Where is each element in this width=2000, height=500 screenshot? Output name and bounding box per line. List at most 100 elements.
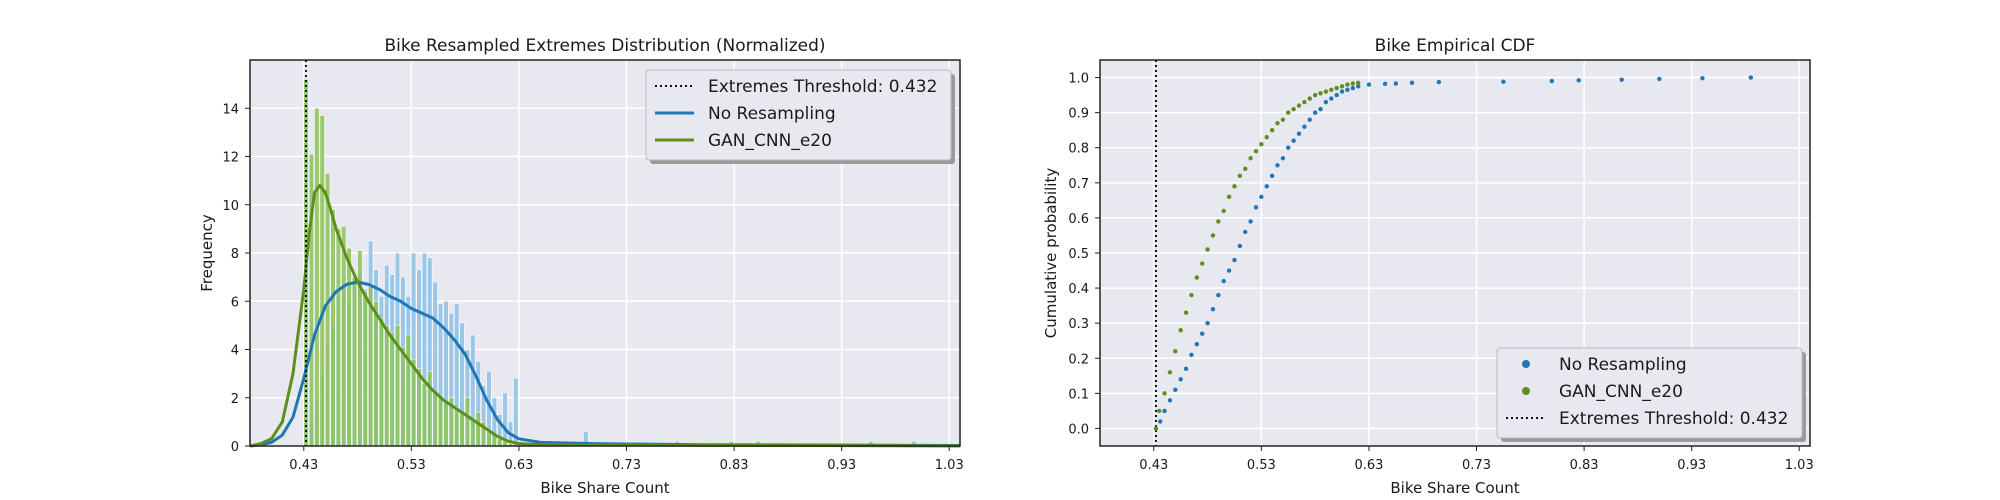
- gan-hist-bar: [319, 115, 325, 447]
- y-axis-label: Cumulative probability: [1042, 168, 1060, 339]
- y-tick-labels: 0.0 0.1 0.2 0.3 0.4 0.5 0.6 0.7 0.8 0.9 1.0: [1068, 72, 1089, 438]
- cdf-chart: 0.43 0.53 0.63 0.73 0.83 0.93 1.03 0.00.10.20.…: [1042, 36, 1814, 497]
- gan-cdf-point: [1162, 391, 1167, 396]
- no-resampling-cdf-point: [1199, 331, 1205, 336]
- gan-cdf-point: [1269, 127, 1275, 133]
- gan-cdf-point: [1216, 219, 1221, 224]
- x-tick-label: 0.53: [1247, 458, 1276, 473]
- gan-hist-bar: [454, 407, 460, 447]
- gan-hist-bar: [389, 332, 395, 447]
- x-tick-labels: 0.43 0.53 0.63 0.73 0.83 0.93 1.03: [289, 458, 963, 473]
- no-resampling-cdf-point: [1501, 79, 1506, 84]
- gan-hist-bar: [362, 291, 368, 447]
- gan-cdf-point: [1153, 426, 1159, 431]
- legend-item-no-resampling: No Resampling: [708, 104, 836, 124]
- gan-cdf-point: [1189, 292, 1194, 298]
- no-resampling-cdf-point: [1264, 184, 1269, 189]
- y-tick-label: 0.0: [1068, 422, 1089, 437]
- gan-cdf-point: [1286, 110, 1291, 115]
- gan-hist-bar: [464, 397, 470, 447]
- legend-no-resampling-swatch: [1522, 360, 1530, 368]
- gan-hist-bar: [411, 358, 417, 447]
- y-tick-label: 1.0: [1068, 72, 1089, 87]
- y-tick-label: 0.7: [1068, 177, 1089, 192]
- gan-cdf-point: [1248, 156, 1253, 161]
- no-resampling-cdf-point: [1350, 85, 1356, 91]
- no-resampling-cdf-point: [1194, 342, 1200, 347]
- no-resampling-cdf-point: [1296, 131, 1302, 136]
- gan-cdf-point: [1226, 194, 1232, 200]
- gan-cdf-point: [1296, 103, 1302, 108]
- no-resampling-cdf-point: [1382, 81, 1388, 87]
- no-resampling-cdf-point: [1226, 268, 1232, 273]
- cdf-points: [1153, 75, 1754, 431]
- x-tick-label: 0.43: [289, 458, 318, 473]
- y-tick-label: 6: [231, 295, 239, 310]
- gan-hist-bar: [368, 286, 374, 447]
- gan-cdf-point: [1329, 87, 1334, 93]
- no-resampling-cdf-point: [1275, 163, 1280, 168]
- no-resampling-cdf-point: [1323, 99, 1329, 105]
- y-tick-label: 0.6: [1068, 212, 1089, 227]
- chart-title: Bike Empirical CDF: [1375, 36, 1536, 56]
- no-resampling-cdf-point: [1158, 419, 1163, 424]
- gan-cdf-point: [1350, 81, 1356, 86]
- no-resampling-cdf-point: [1312, 110, 1318, 115]
- x-tick-label: 0.93: [1677, 458, 1706, 473]
- y-tick-label: 4: [231, 344, 239, 359]
- gan-hist-bar: [405, 334, 411, 447]
- no-resampling-cdf-point: [1269, 173, 1275, 178]
- gan-hist-bar: [330, 209, 336, 447]
- no-resampling-cdf-point: [1280, 156, 1286, 161]
- gan-hist-bar: [416, 368, 422, 447]
- gan-cdf-point: [1156, 408, 1162, 414]
- no-resampling-cdf-point: [1232, 257, 1237, 263]
- no-resampling-cdf-point: [1167, 398, 1173, 403]
- gan-cdf-point: [1237, 173, 1243, 178]
- histogram-chart: 0.43 0.53 0.63 0.73 0.83 0.93 1.03 0 2 4 6 8 10 12 14…: [198, 36, 964, 497]
- no-resampling-cdf-point: [1366, 82, 1372, 87]
- y-tick-label: 0: [231, 440, 239, 455]
- no-resampling-cdf-point: [1700, 76, 1705, 81]
- chart-title: Bike Resampled Extremes Distribution (No…: [384, 36, 825, 56]
- x-tick-label: 0.43: [1139, 458, 1168, 473]
- gan-hist-bar: [486, 431, 492, 447]
- no-resampling-cdf-point: [1302, 124, 1307, 129]
- x-tick-label: 0.93: [827, 458, 856, 473]
- no-resampling-cdf-point: [1345, 87, 1350, 93]
- gan-cdf-point: [1232, 184, 1237, 189]
- gan-hist-bar: [325, 173, 331, 447]
- gan-cdf-point: [1173, 349, 1178, 354]
- gan-hist-bar: [373, 301, 379, 447]
- legend: No Resampling GAN_CNN_e20 Extremes Thres…: [1496, 347, 1806, 442]
- kde-curves: [249, 183, 961, 448]
- no-resampling-cdf-point: [1216, 292, 1221, 298]
- no-resampling-cdf-point: [1286, 145, 1291, 150]
- y-tick-label: 14: [222, 102, 239, 117]
- no-resampling-cdf-point: [1409, 80, 1415, 86]
- legend-box: [645, 69, 952, 161]
- gan-cdf-point: [1345, 82, 1350, 87]
- legend-item-threshold: Extremes Threshold: 0.432: [1559, 409, 1788, 429]
- y-tick-label: 10: [222, 199, 239, 214]
- gan-cdf-point: [1280, 117, 1286, 122]
- no-resampling-cdf-point: [1173, 387, 1178, 393]
- gan-cdf-point: [1323, 89, 1329, 94]
- legend-item-no-resampling: No Resampling: [1559, 355, 1687, 375]
- x-tick-label: 0.83: [1570, 458, 1599, 473]
- gan-hist-bar: [497, 438, 503, 447]
- gan-cdf-point: [1243, 166, 1248, 171]
- gan-cdf-point: [1291, 106, 1296, 112]
- x-tick-label: 0.73: [1462, 458, 1491, 473]
- no-resampling-cdf-point: [1189, 352, 1194, 357]
- x-axis-label: Bike Share Count: [1390, 479, 1519, 497]
- legend: Extremes Threshold: 0.432 No Resampling …: [645, 69, 955, 164]
- no-resampling-cdf-point: [1248, 219, 1253, 224]
- no-resampling-cdf-point: [1237, 243, 1243, 249]
- x-tick-label: 0.83: [720, 458, 749, 473]
- gan-hist-bar: [400, 346, 406, 447]
- legend-box: [1496, 347, 1803, 439]
- no-resampling-cdf-point: [1307, 117, 1312, 122]
- x-axis-label: Bike Share Count: [540, 479, 669, 497]
